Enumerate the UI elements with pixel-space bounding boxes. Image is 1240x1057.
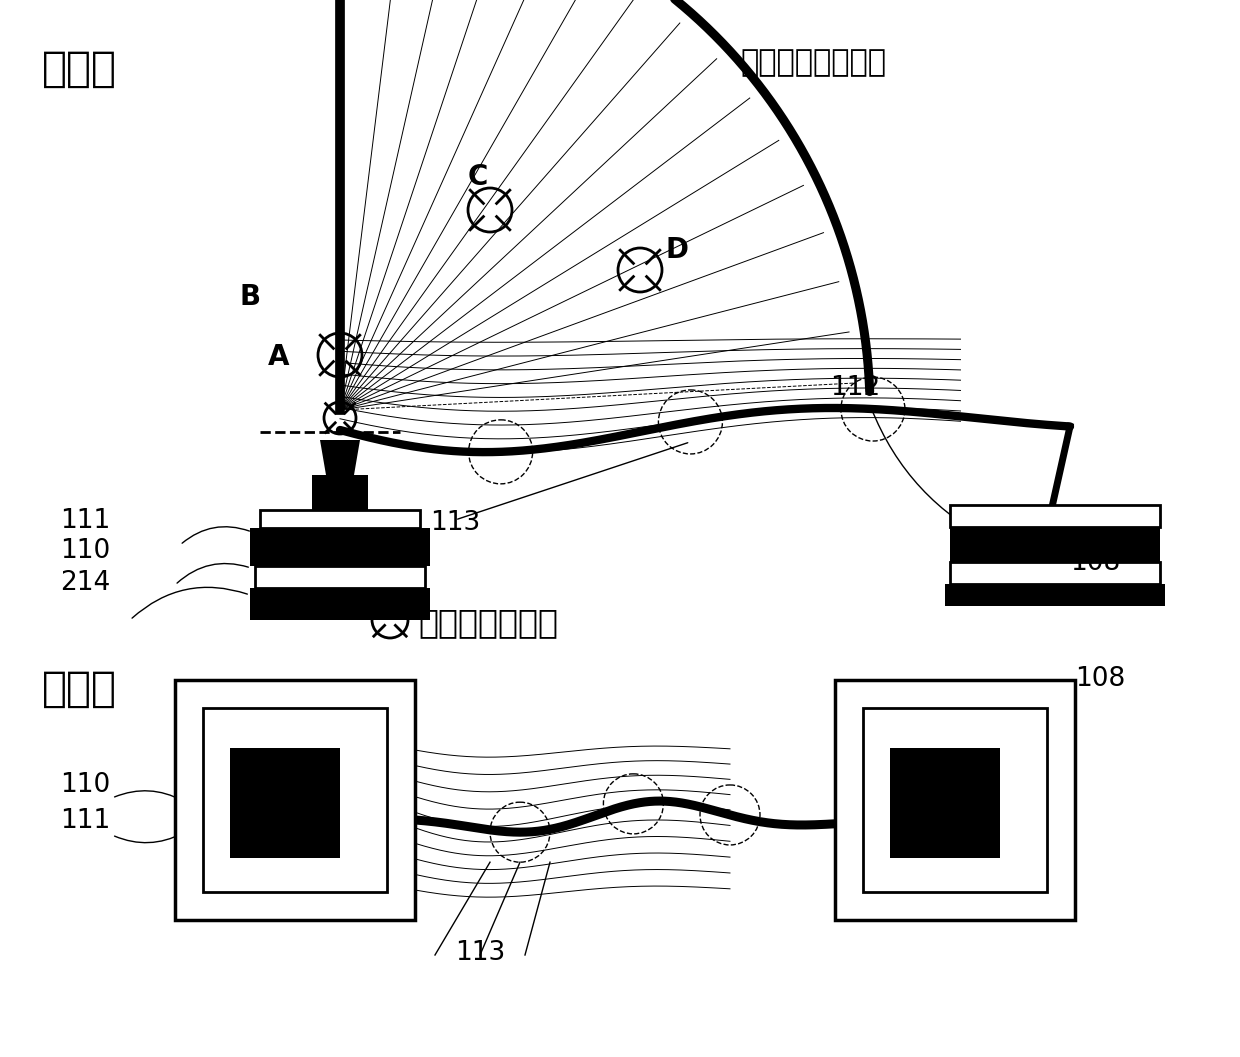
Text: 108: 108 <box>1070 550 1120 576</box>
Text: 113: 113 <box>455 940 505 966</box>
Text: C: C <box>467 163 489 191</box>
Bar <box>203 708 387 892</box>
Text: 正视图: 正视图 <box>42 48 117 90</box>
Bar <box>260 509 420 528</box>
Text: A: A <box>268 344 289 371</box>
Bar <box>312 475 368 509</box>
Bar <box>175 680 415 920</box>
Text: 本发明的脾刀轨迹: 本发明的脾刀轨迹 <box>740 48 887 77</box>
Text: 111: 111 <box>60 808 110 834</box>
Text: B: B <box>241 283 262 311</box>
Bar <box>250 528 430 565</box>
Text: 108: 108 <box>1075 666 1125 692</box>
Bar <box>950 505 1159 527</box>
Text: D: D <box>665 236 688 264</box>
Bar <box>255 565 425 588</box>
Polygon shape <box>320 440 360 475</box>
Bar <box>890 748 999 858</box>
Bar <box>950 562 1159 585</box>
Bar <box>945 585 1166 606</box>
Text: 111: 111 <box>60 508 110 534</box>
Text: 112: 112 <box>830 375 880 401</box>
Text: 110: 110 <box>60 538 110 564</box>
Bar <box>863 708 1047 892</box>
Bar <box>250 588 430 620</box>
Text: 113: 113 <box>430 509 480 536</box>
Text: 俦视图: 俦视图 <box>42 668 117 710</box>
Bar <box>229 748 340 858</box>
Text: 为声压节点位置: 为声压节点位置 <box>418 606 558 639</box>
Bar <box>950 527 1159 562</box>
Bar <box>835 680 1075 920</box>
Text: 110: 110 <box>60 772 110 798</box>
Text: 214: 214 <box>60 570 110 596</box>
